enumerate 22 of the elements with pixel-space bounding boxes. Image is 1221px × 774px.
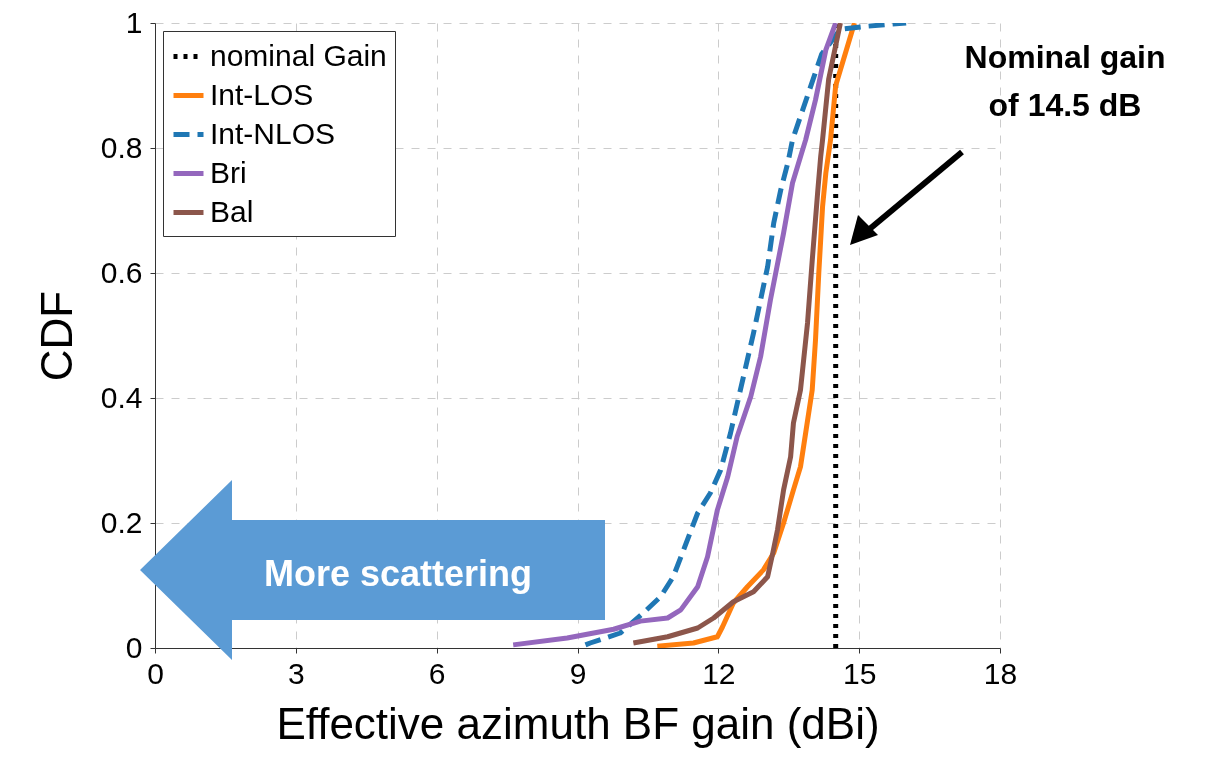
y-tick-label: 1 <box>125 5 143 39</box>
legend-label: Int-NLOS <box>210 116 336 150</box>
annotation: More scattering <box>263 553 533 594</box>
y-tick-label: 0 <box>125 630 143 664</box>
x-tick-label: 0 <box>147 656 164 690</box>
y-tick-label: 0.8 <box>100 130 143 164</box>
y-axis-title: CDF <box>31 290 81 382</box>
x-tick-label: 3 <box>287 656 305 690</box>
x-tick-label: 15 <box>842 656 877 690</box>
x-tick-label: 12 <box>702 656 736 690</box>
x-tick-label: 9 <box>569 656 587 690</box>
x-tick-label: 6 <box>428 656 446 690</box>
x-tick-label: 18 <box>983 656 1018 690</box>
legend-label: Int-LOS <box>210 77 314 111</box>
legend-label: Bri <box>210 155 247 189</box>
y-tick-label: 0.4 <box>100 380 143 414</box>
annotation: Nominal gain of 14.5 dB <box>964 39 1166 123</box>
x-axis-title: Effective azimuth BF gain (dBi) <box>276 698 880 748</box>
legend-label: nominal Gain <box>210 38 387 72</box>
y-tick-label: 0.2 <box>100 505 143 539</box>
y-tick-label: 0.6 <box>100 255 143 289</box>
legend-label: Bal <box>210 194 254 228</box>
